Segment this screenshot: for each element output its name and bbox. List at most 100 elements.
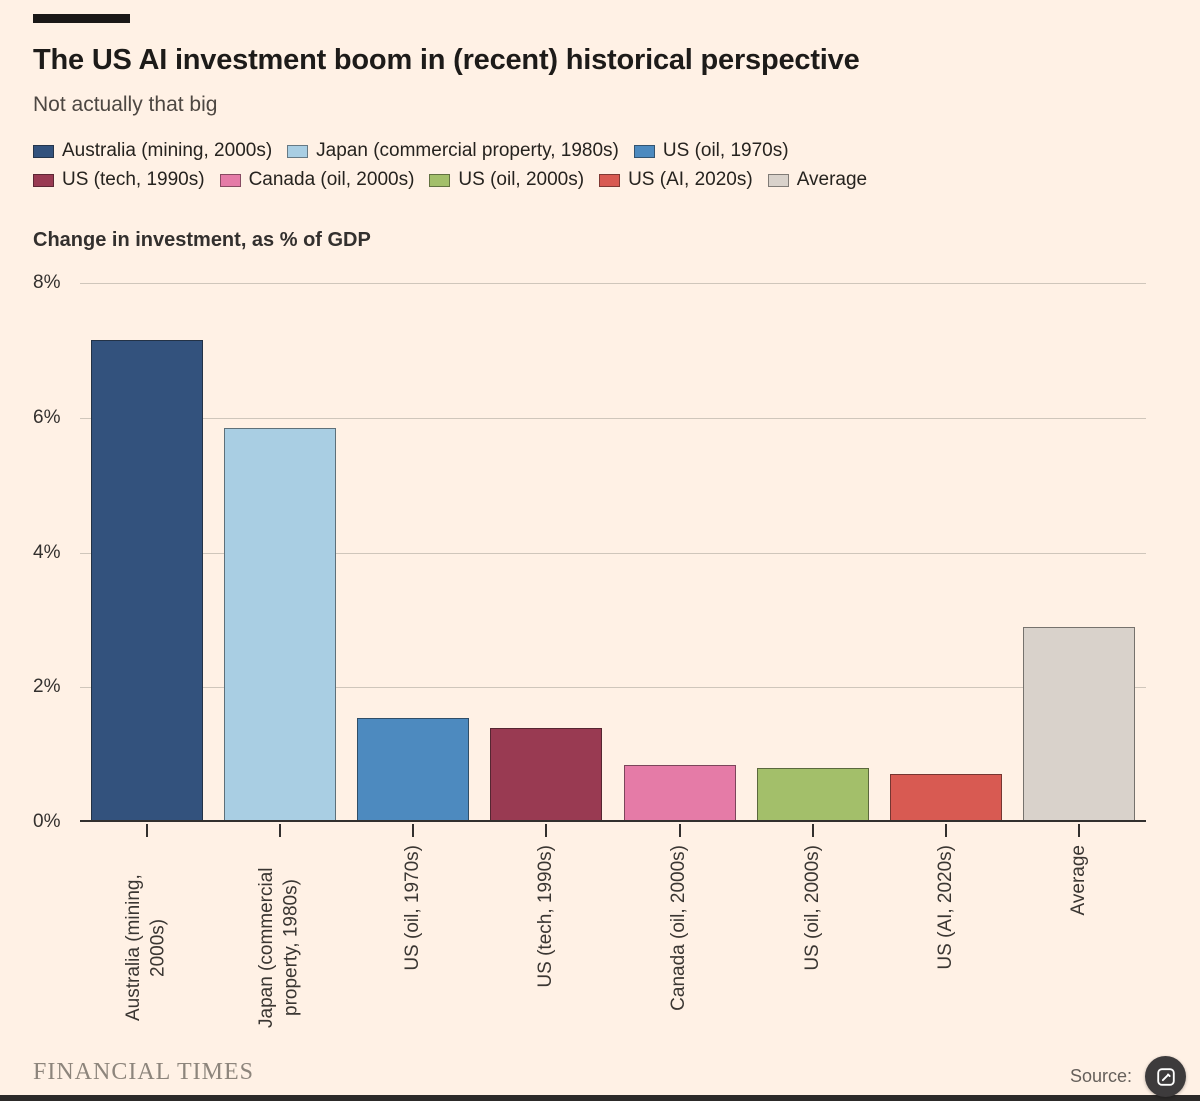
bars-container [80, 283, 1146, 822]
x-axis-labels: Australia (mining, 2000s) Japan (commerci… [80, 845, 1146, 1065]
legend-swatch [219, 173, 241, 187]
bar [490, 727, 603, 822]
legend-item: US (tech, 1990s) [33, 169, 205, 191]
legend-swatch [33, 173, 54, 187]
bar-slot [613, 283, 746, 822]
bar-slot [480, 283, 613, 822]
y-tick-label: 8% [33, 272, 61, 293]
x-axis-label: Japan (commercial property, 1980s) [256, 867, 302, 1028]
ft-top-rule [33, 14, 130, 23]
x-axis-label: US (tech, 1990s) [535, 845, 557, 988]
legend-label: US (oil, 2000s) [458, 169, 585, 190]
legend-swatch [599, 173, 621, 187]
x-axis-label: US (AI, 2020s) [934, 845, 956, 970]
y-tick-label: 4% [33, 541, 61, 563]
x-axis-label: Average [1068, 845, 1090, 916]
x-tick-slot [746, 824, 879, 837]
legend-label: Japan (commercial property, 1980s) [316, 140, 619, 161]
legend-label: Australia (mining, 2000s) [62, 140, 273, 161]
bottom-bar [0, 1095, 1200, 1101]
bar [90, 340, 203, 822]
x-tick [678, 824, 681, 837]
edit-badge-icon [1156, 1067, 1175, 1086]
x-tick [145, 824, 148, 837]
y-tick-label: 0% [33, 811, 61, 832]
y-tick-label: 6% [33, 406, 61, 428]
legend-item: US (oil, 2000s) [429, 169, 584, 191]
legend-item: Australia (mining, 2000s) [33, 140, 272, 162]
legend-swatch [33, 144, 54, 158]
source-label: Source: [1070, 1066, 1133, 1086]
x-tick [1078, 824, 1081, 837]
x-tick [278, 824, 281, 837]
x-axis-label: Canada (oil, 2000s) [668, 845, 690, 1011]
bar-slot [746, 283, 879, 822]
x-tick [945, 824, 948, 837]
legend-swatch [287, 144, 309, 158]
bar-slot [880, 283, 1013, 822]
bar-slot [213, 283, 346, 822]
bar-slot [80, 283, 213, 822]
x-tick [811, 824, 814, 837]
legend-label: US (tech, 1990s) [62, 169, 205, 190]
x-tick [412, 824, 415, 837]
x-tick-slot [480, 824, 613, 837]
legend-item: US (oil, 1970s) [633, 140, 789, 162]
legend-label: Average [796, 169, 868, 190]
bar [890, 773, 1003, 822]
x-tick-slot [80, 824, 213, 837]
bar [756, 768, 869, 822]
bar-slot [347, 283, 480, 822]
legend-label: US (AI, 2020s) [628, 169, 753, 190]
x-label-slot: Australia (mining, 2000s) [80, 845, 213, 1065]
x-label-slot: US (oil, 2000s) [746, 845, 879, 1065]
legend-swatch [767, 173, 789, 187]
x-axis-label: Australia (mining, 2000s) [122, 874, 169, 1021]
gridline [80, 687, 1146, 689]
bar [357, 717, 470, 822]
chart-title: The US AI investment boom in (recent) hi… [33, 44, 860, 76]
x-axis-label: US (oil, 2000s) [801, 845, 823, 971]
bar [223, 427, 336, 822]
legend-item: Japan (commercial property, 1980s) [287, 140, 619, 162]
gridline [80, 552, 1146, 554]
x-label-slot: Canada (oil, 2000s) [613, 845, 746, 1065]
y-axis-labels: 0% 2% 4% 6% 8% [33, 272, 77, 832]
legend: Australia (mining, 2000s) Japan (commerci… [33, 140, 867, 191]
legend-swatch [429, 173, 451, 187]
x-axis-line [80, 820, 1146, 822]
gridline [80, 417, 1146, 419]
edit-badge-button[interactable] [1145, 1056, 1186, 1097]
x-label-slot: US (oil, 1970s) [347, 845, 480, 1065]
x-axis-ticks [80, 824, 1146, 837]
x-label-slot: Japan (commercial property, 1980s) [213, 845, 346, 1065]
legend-row: Australia (mining, 2000s) Japan (commerci… [33, 140, 867, 162]
x-label-slot: US (tech, 1990s) [480, 845, 613, 1065]
legend-item: Canada (oil, 2000s) [219, 169, 415, 191]
bar [623, 764, 736, 822]
ft-logo-text: FINANCIAL TIMES [33, 1059, 255, 1085]
legend-row: US (tech, 1990s) Canada (oil, 2000s) US (o… [33, 169, 867, 191]
x-tick-slot [880, 824, 1013, 837]
x-tick-slot [213, 824, 346, 837]
x-label-slot: Average [1013, 845, 1146, 1065]
legend-label: US (oil, 1970s) [662, 140, 789, 161]
plot-area [80, 283, 1146, 822]
y-tick-label: 2% [33, 676, 61, 698]
x-tick-slot [347, 824, 480, 837]
x-tick [545, 824, 548, 837]
bar [1023, 626, 1136, 822]
x-label-slot: US (AI, 2020s) [880, 845, 1013, 1065]
chart-subtitle: Not actually that big [33, 93, 218, 116]
x-tick-slot [1013, 824, 1146, 837]
bar-slot [1013, 283, 1146, 822]
legend-label: Canada (oil, 2000s) [248, 169, 415, 190]
gridline [80, 283, 1146, 284]
legend-item: US (AI, 2020s) [599, 169, 753, 191]
x-axis-label: US (oil, 1970s) [401, 845, 423, 971]
legend-item: Average [767, 169, 868, 191]
legend-swatch [633, 144, 655, 158]
axis-unit-note: Change in investment, as % of GDP [33, 229, 371, 251]
x-tick-slot [613, 824, 746, 837]
